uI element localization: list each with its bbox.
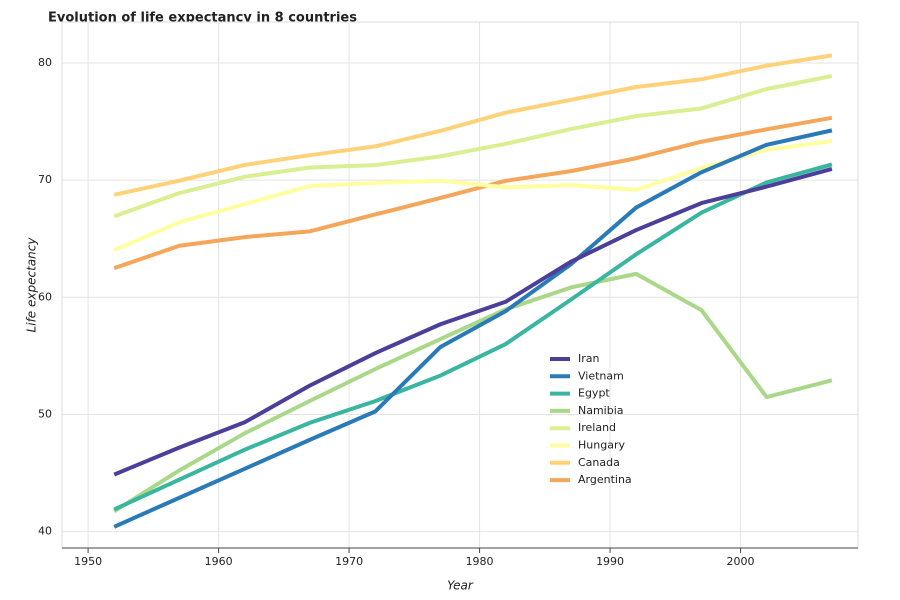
x-axis-label: Year [447,579,474,593]
x-tick-label: 1960 [205,555,233,568]
series-line [113,53,833,197]
y-tick-label: 40 [38,525,52,538]
x-tick-label: 2000 [727,555,755,568]
series-line [113,271,833,514]
series-line [113,115,833,271]
legend-label: Iran [578,352,600,365]
y-tick-label: 80 [38,56,52,69]
legend-label: Argentina [578,473,632,486]
series-line [113,128,833,529]
y-axis-label: Life expectancy [25,237,39,333]
legend-label: Namibia [578,404,624,417]
x-tick-label: 1980 [466,555,494,568]
y-tick-label: 50 [38,407,52,420]
legend-label: Vietnam [578,369,624,382]
legend-label: Hungary [578,439,625,452]
x-tick-label: 1950 [74,555,102,568]
legend-label: Canada [578,456,620,469]
series-line [113,162,833,512]
series-line [113,139,833,252]
x-tick-label: 1970 [335,555,363,568]
series-line [113,74,833,219]
y-tick-label: 60 [38,290,52,303]
y-tick-label: 70 [38,173,52,186]
x-tick-label: 1990 [596,555,624,568]
legend-label: Egypt [578,387,610,400]
series-line [113,166,833,477]
legend-label: Ireland [578,421,616,434]
